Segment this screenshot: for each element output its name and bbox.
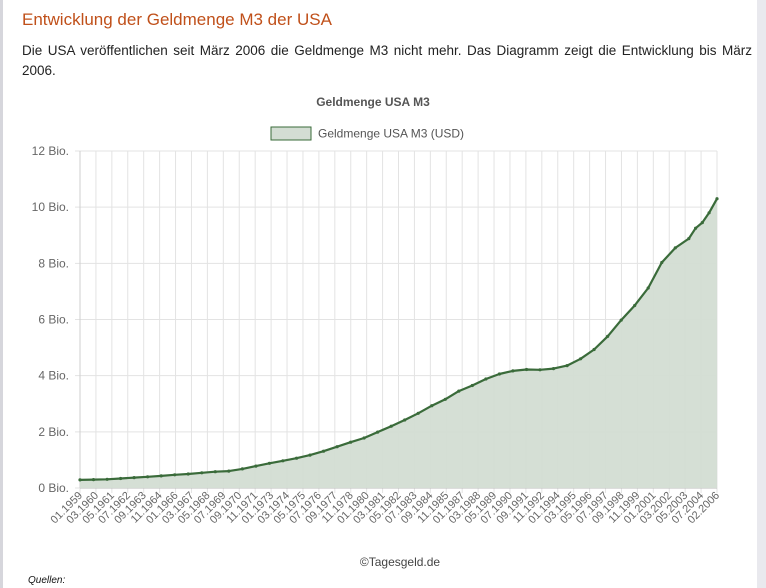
y-tick-label: 4 Bio. [38, 369, 69, 383]
data-point[interactable] [606, 334, 610, 338]
data-point[interactable] [673, 246, 677, 250]
data-point[interactable] [660, 260, 664, 265]
x-axis: 01.195903.196005.196107.196209.196311.19… [49, 487, 722, 526]
page-right-border [757, 0, 766, 588]
data-point[interactable] [592, 347, 596, 352]
data-point[interactable] [511, 369, 515, 373]
y-tick-label: 6 Bio. [38, 313, 69, 327]
page-title: Entwicklung der Geldmenge M3 der USA [22, 10, 332, 29]
data-point[interactable] [376, 430, 380, 434]
chart-title: Geldmenge USA M3 [316, 95, 430, 109]
y-tick-label: 2 Bio. [38, 425, 69, 439]
data-point[interactable] [132, 476, 136, 480]
data-point[interactable] [105, 477, 109, 481]
data-point[interactable] [430, 404, 434, 408]
data-point[interactable] [281, 459, 285, 463]
data-point[interactable] [694, 226, 698, 230]
page-left-border [0, 0, 3, 588]
y-tick-label: 8 Bio. [38, 256, 69, 270]
data-point[interactable] [159, 474, 163, 478]
data-point[interactable] [91, 478, 96, 482]
data-point[interactable] [267, 461, 271, 465]
y-tick-label: 10 Bio. [32, 200, 69, 214]
data-point[interactable] [362, 436, 366, 440]
data-point[interactable] [715, 197, 719, 201]
data-point[interactable] [443, 397, 447, 401]
chart-legend[interactable]: Geldmenge USA M3 (USD) [270, 126, 464, 141]
data-point[interactable] [619, 318, 623, 322]
data-point[interactable] [78, 478, 82, 482]
data-point[interactable] [524, 367, 529, 372]
data-point[interactable] [416, 411, 420, 415]
data-point[interactable] [403, 418, 407, 422]
sources-label: Quellen: [28, 575, 66, 586]
data-point[interactable] [457, 389, 461, 393]
data-point[interactable] [707, 211, 711, 215]
data-point[interactable] [321, 449, 326, 453]
series-area [80, 198, 717, 488]
data-point[interactable] [470, 383, 474, 388]
data-point[interactable] [579, 357, 583, 361]
intro-text: Die USA veröffentlichen seit März 2006 d… [22, 43, 752, 78]
data-point[interactable] [646, 286, 650, 290]
data-point[interactable] [538, 368, 542, 372]
data-point[interactable] [227, 469, 231, 473]
chart-credit: ©Tagesgeld.de [360, 555, 441, 569]
data-point[interactable] [119, 476, 123, 481]
data-point[interactable] [186, 472, 190, 476]
data-point[interactable] [254, 464, 258, 468]
data-point[interactable] [240, 467, 244, 471]
data-point[interactable] [335, 445, 339, 449]
series-line [79, 198, 718, 481]
data-point[interactable] [173, 473, 177, 477]
data-point[interactable] [484, 377, 488, 381]
data-point[interactable] [633, 303, 637, 308]
plot-area [78, 197, 719, 488]
legend-swatch [270, 126, 312, 141]
y-axis: 0 Bio. 2 Bio. 4 Bio. 6 Bio. 8 Bio. 10 Bio. 12 … [32, 144, 81, 495]
data-point[interactable] [294, 456, 299, 460]
data-point[interactable] [687, 237, 691, 241]
data-point[interactable] [200, 471, 204, 475]
data-point[interactable] [551, 367, 556, 371]
data-point[interactable] [700, 221, 704, 225]
data-point[interactable] [497, 372, 501, 376]
y-tick-label: 12 Bio. [32, 144, 69, 158]
data-point[interactable] [349, 440, 353, 444]
data-point[interactable] [389, 424, 393, 428]
data-point[interactable] [308, 453, 312, 457]
data-point[interactable] [146, 475, 150, 479]
y-tick-label: 0 Bio. [38, 481, 69, 495]
data-point[interactable] [213, 470, 217, 474]
legend-label: Geldmenge USA M3 (USD) [318, 127, 464, 141]
data-point[interactable] [565, 364, 569, 368]
